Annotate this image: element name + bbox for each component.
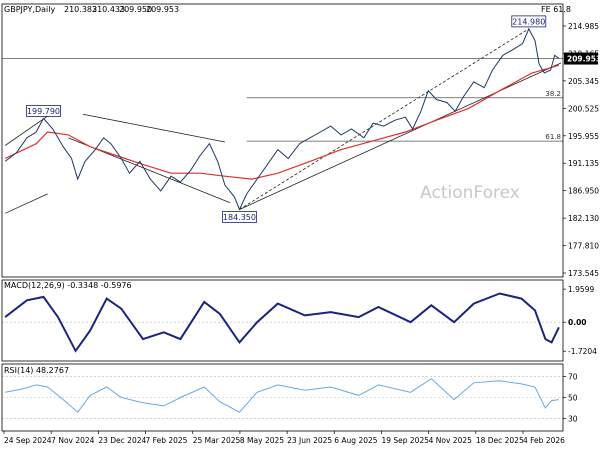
price-tick-label: 173.545 — [568, 269, 599, 278]
rsi-tick-label: 70 — [568, 373, 578, 382]
current-price-box — [564, 52, 598, 65]
price-tick-label: 177.810 — [568, 242, 599, 251]
macd-label: MACD(12,26,9) -0.3348 -0.5976 — [4, 281, 132, 290]
fe-label: FE 61.8 — [541, 5, 571, 14]
trendline — [82, 113, 226, 143]
ohlc-close: 209.953 — [146, 5, 179, 14]
date-tick-label: 25 Mar 2025 — [193, 436, 241, 445]
price-tick-label: 186.950 — [568, 187, 599, 196]
rsi-line — [5, 378, 559, 413]
price-annotations: 199.790 184.350 214.980 — [26, 15, 547, 223]
macd-line — [4, 292, 560, 353]
price-line — [4, 27, 560, 211]
date-tick-label: 7 Nov 2024 — [51, 436, 94, 445]
date-tick-label: 7 Feb 2025 — [146, 436, 188, 445]
date-tick-label: 6 Aug 2025 — [334, 436, 377, 445]
trendline — [4, 112, 54, 146]
price-label-text: 184.350 — [223, 213, 256, 222]
fib-level-label: 61.8 — [545, 133, 561, 141]
date-axis: 24 Sep 2024 7 Nov 2024 23 Dec 2024 7 Feb 20… — [3, 431, 565, 445]
date-tick-label: 19 Sep 2025 — [381, 436, 429, 445]
trendline — [239, 62, 562, 210]
date-tick-label: 23 Jun 2025 — [287, 436, 332, 445]
price-label-text: 199.790 — [27, 107, 60, 116]
price-tick-label: 195.955 — [568, 132, 599, 141]
rsi-panel-grid — [2, 376, 563, 419]
price-tick-label: 182.130 — [568, 214, 599, 223]
current-price-label: 209.953 — [567, 55, 600, 64]
ohlc-high: 210.433 — [92, 5, 125, 14]
watermark: ActionForex — [420, 183, 520, 203]
date-tick-label: 4 Nov 2025 — [429, 436, 472, 445]
rsi-label: RSI(14) 48.2767 — [4, 366, 69, 375]
price-label-text: 214.980 — [512, 17, 545, 26]
macd-axis: 1.9599 0.00 -1.7204 — [563, 285, 597, 356]
trendlines — [4, 28, 562, 214]
ohlc-low: 209.950 — [119, 5, 152, 14]
date-tick-label: 4 Feb 2026 — [523, 436, 565, 445]
price-label-box — [511, 15, 547, 28]
panel-frame — [1, 363, 564, 432]
price-label-box — [26, 105, 61, 117]
price-tick-label: 191.135 — [568, 159, 599, 168]
rsi-axis: 70 50 30 — [563, 373, 578, 423]
moving-average-line — [4, 64, 560, 180]
rsi-tick-label: 50 — [568, 394, 578, 403]
trendline — [4, 193, 48, 214]
rsi-tick-label: 30 — [568, 414, 578, 423]
ohlc-open: 210.383 — [64, 5, 97, 14]
symbol-label: GBPJPY,Daily — [4, 5, 55, 14]
panel-frame — [1, 279, 564, 362]
date-tick-label: 24 Sep 2024 — [4, 436, 52, 445]
macd-tick-label: -1.7204 — [568, 347, 597, 356]
price-label-box — [222, 211, 257, 223]
panel-frames — [1, 3, 564, 432]
date-tick-label: 18 Dec 2025 — [476, 436, 524, 445]
fib-levels: 38.2 61.8 — [2, 58, 563, 142]
date-tick-label: 23 Dec 2024 — [98, 436, 146, 445]
fib-level-label: 38.2 — [545, 90, 561, 98]
price-tick-label: 214.985 — [568, 22, 599, 31]
macd-tick-label: 1.9599 — [568, 285, 594, 294]
panel-frame — [1, 3, 564, 278]
price-tick-label: 200.525 — [568, 104, 599, 113]
price-axis: 214.985210.165205.345200.525195.955191.1… — [563, 22, 600, 278]
date-tick-label: 8 May 2025 — [240, 436, 284, 445]
price-tick-label: 205.345 — [568, 77, 599, 86]
macd-tick-label: 0.00 — [568, 318, 587, 327]
trendline — [239, 28, 529, 210]
